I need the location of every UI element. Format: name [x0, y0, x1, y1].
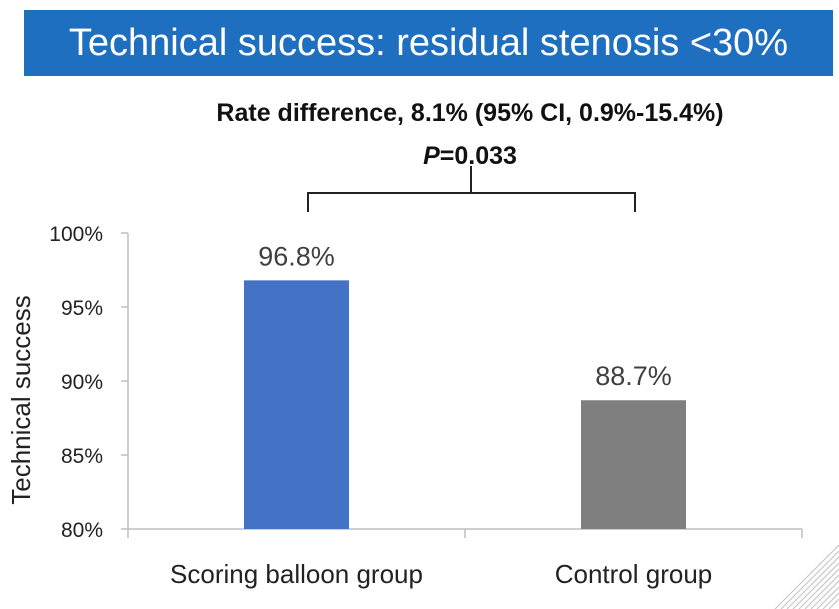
y-tick-label: 95% — [61, 297, 103, 320]
title-banner: Technical success: residual stenosis <30… — [24, 10, 833, 76]
bar — [581, 400, 686, 529]
labels: 80% 85% 90% 95% 100% 96.8% Scoring balloon gro… — [6, 223, 712, 589]
axes — [121, 232, 803, 538]
rate-difference-label: Rate difference, 8.1% (95% CI, 0.9%-15.4… — [216, 99, 724, 127]
corner-decoration — [774, 544, 839, 609]
bars — [244, 280, 686, 529]
y-tick-label: 80% — [61, 519, 103, 542]
y-tick-label: 90% — [61, 371, 103, 394]
y-axis-label: Technical success — [6, 295, 36, 505]
bar-value-label: 88.7% — [595, 361, 672, 391]
bar-value-label: 96.8% — [258, 241, 335, 271]
p-value: =0.033 — [439, 142, 517, 170]
y-tick-label: 100% — [49, 223, 103, 246]
p-value-label: P=0.033 — [330, 142, 610, 171]
bar — [244, 280, 349, 529]
p-symbol: P — [423, 142, 440, 170]
x-category-label: Control group — [555, 559, 713, 589]
chart-title: Technical success: residual stenosis <30… — [68, 21, 789, 64]
y-tick-label: 85% — [61, 445, 103, 468]
x-category-label: Scoring balloon group — [170, 559, 423, 589]
comparison-bracket — [307, 166, 636, 212]
